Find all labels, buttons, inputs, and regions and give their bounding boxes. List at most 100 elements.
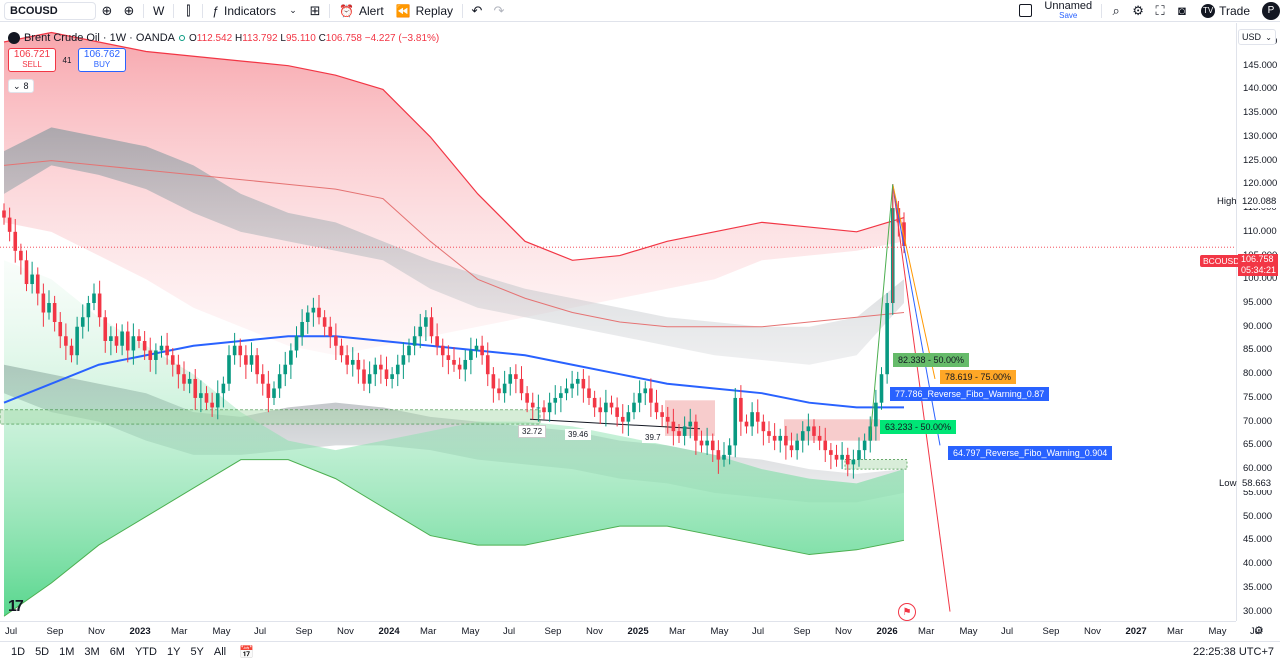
divider [1101,3,1103,18]
series-title[interactable]: Brent Crude Oil · 1W · OANDA [24,32,175,44]
candle-body [879,374,884,403]
range-button-5d[interactable]: 5D [35,645,50,658]
candle-body [2,210,6,218]
calendar-range-icon[interactable]: 📅 [239,644,255,659]
upper-envelope-line [3,31,905,261]
candle-body [525,393,529,403]
sell-button[interactable]: 106.721 SELL [8,48,56,72]
price-chart[interactable] [0,23,1236,621]
candle-body [637,393,642,403]
candle-body [716,450,721,460]
time-tick-label: Sep [295,626,313,637]
divider [462,3,463,18]
tradingview-logo-icon[interactable]: 17 [8,598,24,615]
layout-name-button[interactable]: Unnamed Save [1038,0,1098,20]
candle-body [772,435,777,441]
replay-icon: ⏪ [395,3,411,18]
pivot-label-3: 39.7 [642,432,664,443]
candle-body [30,274,34,285]
candle-body [874,402,878,427]
range-button-1m[interactable]: 1M [59,645,75,658]
candle-body [418,326,423,337]
time-tick-label: 2025 [627,626,649,637]
trade-button[interactable]: TV Trade [1193,2,1258,20]
candle-body [305,312,310,322]
candle-body [283,364,288,375]
candle-body [311,307,316,313]
add-symbol-icon[interactable]: ⊕ [123,2,135,18]
candle-body [845,454,850,465]
indicators-collapse-button[interactable]: ⌄ 8 [8,79,34,93]
candle-body [744,421,749,427]
candle-body [47,303,51,313]
range-button-6m[interactable]: 6M [109,645,125,658]
interval-button[interactable]: W [153,3,165,18]
fullscreen-icon[interactable]: ⛶ [1155,2,1165,18]
candle-body [570,383,574,389]
range-button-ytd[interactable]: YTD [134,645,157,658]
price-tick-label: 50.000 [1243,510,1273,522]
time-tick-label: 2023 [129,626,151,637]
compare-icon[interactable]: ⊕ [101,2,113,18]
fib-label-2: 78.619 - 75.00% [940,370,1017,384]
alert-button[interactable]: ⏰ Alert [333,0,390,22]
currency-select[interactable]: USD ⌄ [1238,29,1276,45]
candle-body [300,322,304,337]
range-button-3m[interactable]: 3M [84,645,100,658]
time-tick-label: Sep [544,626,562,637]
buy-button[interactable]: 106.762 BUY [78,48,126,72]
candle-body [80,317,85,327]
time-axis[interactable]: Jul Sep Nov 2023 Mar May Jul Sep Nov 2024 Mar May Ju… [0,621,1262,641]
symbol-search-input[interactable]: BCOUSD [4,1,96,20]
range-button-1y[interactable]: 1Y [166,645,181,658]
lower-envelope-line [3,459,905,617]
candle-body [429,317,434,337]
indicators-button[interactable]: ƒ Indicators [206,0,282,22]
candle-body [215,393,220,408]
settings-gear-icon[interactable]: ⚙ [1132,2,1144,18]
layout-checkbox[interactable] [1019,4,1033,17]
alert-icon: ⏰ [339,3,354,18]
snapshot-camera-icon[interactable]: ◙ [1178,3,1187,18]
avatar[interactable]: P [1262,1,1280,20]
time-tick-label: 2024 [378,626,400,637]
replay-label: Replay [415,3,453,18]
price-tick-label: 55.000 [1243,486,1273,498]
sell-price: 106.721 [13,49,51,60]
candle-body [604,402,608,413]
price-tick-label: 110.000 [1243,225,1277,237]
lower-green-envelope [4,260,904,617]
layout-name: Unnamed [1044,0,1093,12]
fib-label-3: 77.786_Reverse_Fibo_Warning_0.87 [890,387,1050,401]
time-tick-label: 2026 [876,626,898,637]
range-button-1d[interactable]: 1D [11,645,26,658]
candle-body [97,293,102,318]
auto-scale-gear-icon[interactable]: ⚙ [1254,625,1264,637]
price-axis[interactable]: 150.000145.000140.000135.000130.000125.0… [1236,23,1280,621]
candle-body [508,374,513,384]
range-button-all[interactable]: All [213,645,227,658]
redo-icon[interactable]: ↷ [493,2,505,18]
clock-timezone[interactable]: 22:25:38 UTC+7 [1192,645,1274,658]
candle-body [182,374,186,384]
range-button-5y[interactable]: 5Y [190,645,204,658]
indicator-templates-icon[interactable]: ⌄ [289,5,297,15]
layout-grid-icon[interactable]: ⊞ [309,2,321,18]
time-tick-label: May [461,626,480,637]
time-tick-label: Jul [5,626,18,637]
candle-body [92,293,96,304]
chart-type-icon[interactable]: ⫿ [186,2,191,18]
time-tick-label: Nov [88,626,105,637]
time-tick-label: Jul [1250,626,1263,637]
candle-body [390,374,394,379]
us-flag-event-icon[interactable]: ⚑ [898,603,916,621]
undo-icon[interactable]: ↶ [471,2,483,18]
candle-body [542,407,546,413]
candle-body [694,421,698,441]
replay-button[interactable]: ⏪ Replay [390,0,459,22]
time-tick-label: Jul [1001,626,1014,637]
time-tick-label: Nov [1084,626,1101,637]
quick-search-icon[interactable]: ⌕ [1112,2,1120,18]
price-tick-label: 80.000 [1243,368,1273,380]
candle-body [193,378,198,398]
